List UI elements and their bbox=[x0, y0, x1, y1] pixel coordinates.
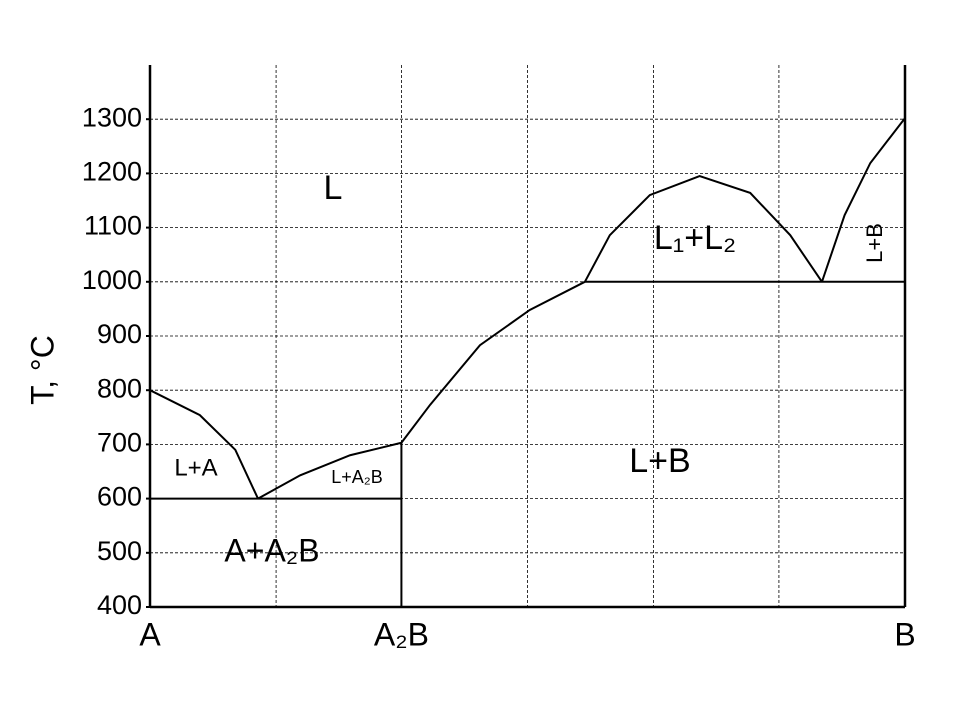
y-tick-label: 700 bbox=[97, 428, 142, 458]
phase-boundary bbox=[257, 441, 402, 500]
y-tick-label: 600 bbox=[97, 482, 142, 512]
region-label: L bbox=[324, 169, 343, 207]
y-tick-label: 500 bbox=[97, 536, 142, 566]
region-label: A+A₂B bbox=[224, 532, 319, 568]
y-tick-label: 1000 bbox=[82, 265, 142, 295]
y-tick-label: 400 bbox=[97, 590, 142, 620]
x-tick-label: B bbox=[894, 616, 915, 652]
region-label: L₁+L₂ bbox=[654, 219, 736, 257]
y-tick-label: 800 bbox=[97, 373, 142, 403]
phase-boundary bbox=[821, 117, 906, 283]
region-label: L+B bbox=[862, 223, 887, 263]
y-axis-label: T, °C bbox=[24, 335, 60, 405]
region-label: L+B bbox=[629, 442, 690, 480]
phase-boundary bbox=[149, 389, 259, 500]
y-tick-label: 1200 bbox=[82, 157, 142, 187]
x-tick-label: A bbox=[139, 616, 161, 652]
y-tick-label: 900 bbox=[97, 319, 142, 349]
phase-boundary bbox=[583, 175, 823, 283]
y-tick-label: 1100 bbox=[84, 211, 142, 241]
y-tick-label: 1300 bbox=[82, 102, 142, 132]
region-label: L+A₂B bbox=[331, 467, 383, 487]
region-label: L+A bbox=[174, 454, 217, 481]
x-tick-label: A₂B bbox=[374, 616, 429, 652]
phase-boundary bbox=[400, 280, 586, 444]
